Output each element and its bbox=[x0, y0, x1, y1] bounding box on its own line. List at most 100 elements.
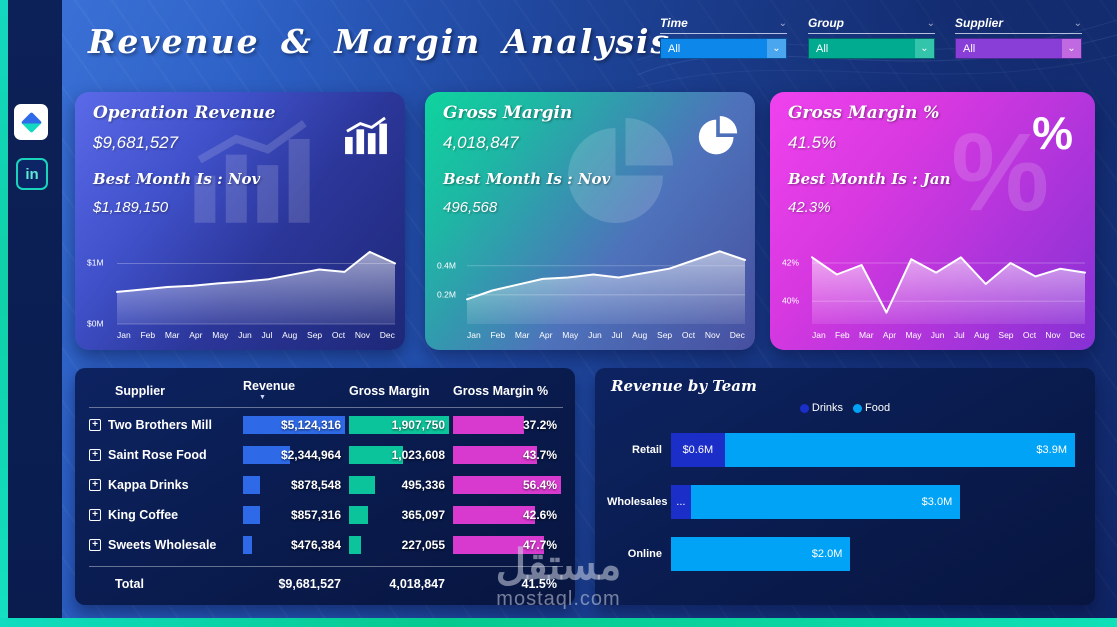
y-axis: 42% 40% bbox=[782, 244, 812, 324]
category-label: Online bbox=[627, 548, 662, 560]
legend-item-food[interactable]: Food bbox=[853, 402, 890, 414]
eraser-tool-button[interactable] bbox=[14, 104, 48, 140]
kpi-card-gross-margin-pct[interactable]: % Gross Margin % 41.5% Best Month Is : J… bbox=[770, 92, 1095, 350]
expand-plus-icon[interactable]: + bbox=[89, 479, 101, 492]
expand-plus-icon[interactable]: + bbox=[89, 419, 101, 432]
bar-track: $2.0M bbox=[671, 537, 1075, 571]
card-value: 41.5% bbox=[788, 133, 837, 152]
revenue-cell: $2,344,964 bbox=[243, 446, 345, 465]
table-row[interactable]: + Two Brothers Mill $5,124,316 1,907,750 37.… bbox=[75, 410, 575, 440]
month-tick: Aug bbox=[632, 330, 648, 340]
filter-time: Time ⌄ All ⌄ bbox=[660, 16, 787, 59]
eraser-icon bbox=[20, 111, 42, 133]
filter-time-label: Time bbox=[660, 16, 688, 30]
month-axis: Jan Feb Mar Apr May Jun Jul Aug Sep Oct Nov Dec bbox=[812, 330, 1085, 340]
filter-group-dropdown[interactable]: All ⌄ bbox=[808, 38, 935, 59]
linkedin-icon: in bbox=[25, 165, 39, 183]
filter-time-dropdown[interactable]: All ⌄ bbox=[660, 38, 787, 59]
revenue-data-bar bbox=[243, 506, 261, 525]
filter-supplier: Supplier ⌄ All ⌄ bbox=[955, 16, 1082, 59]
month-tick: Mar bbox=[164, 330, 180, 340]
revenue-cell: $878,548 bbox=[243, 476, 345, 495]
table-row[interactable]: + Sweets Wholesale $476,384 227,055 47.7% bbox=[75, 530, 575, 560]
card-value: 4,018,847 bbox=[443, 133, 519, 152]
month-tick: May bbox=[562, 330, 579, 340]
month-tick: Oct bbox=[1022, 330, 1037, 340]
linkedin-button[interactable]: in bbox=[16, 158, 48, 190]
month-tick: Apr bbox=[882, 330, 897, 340]
pie-chart-icon bbox=[697, 116, 739, 163]
chevron-down-icon: ⌄ bbox=[915, 39, 934, 58]
column-header-revenue-label: Revenue bbox=[243, 379, 296, 393]
supplier-cell: + Two Brothers Mill bbox=[89, 418, 239, 432]
bottom-accent-strip bbox=[0, 618, 1117, 627]
month-tick: Jan bbox=[117, 330, 131, 340]
best-month-label: Best Month Is : Nov bbox=[93, 170, 261, 188]
kpi-card-gross-margin[interactable]: Gross Margin 4,018,847 Best Month Is : N… bbox=[425, 92, 755, 350]
table-row[interactable]: + King Coffee $857,316 365,097 42.6% bbox=[75, 500, 575, 530]
bar-segment-drinks[interactable]: $0.6M bbox=[671, 433, 725, 467]
best-month-value: 496,568 bbox=[443, 199, 498, 216]
divider bbox=[955, 33, 1082, 34]
month-tick: May bbox=[905, 330, 922, 340]
month-tick: May bbox=[212, 330, 229, 340]
total-revenue: $9,681,527 bbox=[278, 577, 341, 592]
divider bbox=[89, 566, 563, 568]
y-axis-label: 42% bbox=[782, 257, 800, 268]
month-tick: Aug bbox=[973, 330, 990, 340]
best-month-value: $1,189,150 bbox=[93, 199, 169, 216]
month-tick: Jun bbox=[238, 330, 252, 340]
revenue-data-bar bbox=[243, 536, 253, 555]
pct-data-bar bbox=[453, 416, 525, 435]
table-body: + Two Brothers Mill $5,124,316 1,907,750 37.… bbox=[75, 410, 575, 560]
margin-pct-line-sparkline[interactable] bbox=[812, 244, 1085, 324]
month-tick: Sep bbox=[998, 330, 1014, 340]
filter-supplier-dropdown[interactable]: All ⌄ bbox=[955, 38, 1082, 59]
column-header-supplier[interactable]: Supplier bbox=[115, 383, 166, 398]
margin-trend-chart: 0.4M 0.2M Jan Feb Mar Apr May Jun Jul Aug Sep Oct N… bbox=[437, 244, 745, 340]
sidebar-accent-bar bbox=[0, 0, 8, 627]
table-row[interactable]: + Saint Rose Food $2,344,964 1,023,608 43.7% bbox=[75, 440, 575, 470]
bar-segment-food[interactable]: $3.9M bbox=[724, 433, 1075, 467]
legend-item-drinks[interactable]: Drinks bbox=[799, 402, 843, 414]
month-tick: Jun bbox=[588, 330, 602, 340]
filter-time-value: All bbox=[668, 42, 681, 55]
revenue-area-sparkline[interactable] bbox=[117, 244, 395, 325]
margin-cell: 1,907,750 bbox=[349, 416, 449, 435]
chart-title: Revenue by Team bbox=[611, 377, 757, 395]
revenue-cell: $5,124,316 bbox=[243, 416, 345, 435]
margin-area-sparkline[interactable] bbox=[467, 244, 745, 324]
month-tick: Sep bbox=[307, 330, 323, 340]
bar-segment-food[interactable]: $3.0M bbox=[690, 485, 961, 519]
table-row[interactable]: + Kappa Drinks $878,548 495,336 56.4% bbox=[75, 470, 575, 500]
margin-cell: 1,023,608 bbox=[349, 446, 449, 465]
percent-icon: % bbox=[1032, 107, 1073, 159]
expand-plus-icon[interactable]: + bbox=[89, 509, 101, 522]
column-header-gross-margin[interactable]: Gross Margin bbox=[349, 383, 430, 398]
margin-data-bar bbox=[349, 536, 361, 555]
bar-segment-food[interactable]: $2.0M bbox=[671, 537, 851, 571]
expand-plus-icon[interactable]: + bbox=[89, 449, 101, 462]
bar-segment-drinks[interactable]: ... bbox=[671, 485, 691, 519]
month-tick: Jan bbox=[812, 330, 826, 340]
team-bar-row: Online $2.0M bbox=[607, 530, 1075, 578]
month-axis: Jan Feb Mar Apr May Jun Jul Aug Sep Oct Nov Dec bbox=[467, 330, 745, 340]
month-tick: Jun bbox=[930, 330, 945, 340]
supplier-cell: + King Coffee bbox=[89, 508, 239, 522]
total-label: Total bbox=[115, 577, 144, 592]
chevron-down-icon: ⌄ bbox=[1073, 17, 1082, 29]
expand-plus-icon[interactable]: + bbox=[89, 539, 101, 552]
category-label: Retail bbox=[632, 444, 662, 456]
column-header-revenue[interactable]: Revenue ▼ bbox=[243, 379, 345, 401]
month-tick: Dec bbox=[1069, 330, 1085, 340]
card-title: Operation Revenue bbox=[93, 103, 276, 123]
y-axis-label: 0.4M bbox=[437, 260, 456, 271]
kpi-card-operation-revenue[interactable]: Operation Revenue $9,681,527 Best Month … bbox=[75, 92, 405, 350]
filter-supplier-value: All bbox=[963, 42, 976, 55]
filter-group-value: All bbox=[816, 42, 829, 55]
column-header-gross-margin-pct[interactable]: Gross Margin % bbox=[453, 383, 549, 398]
supplier-cell: + Sweets Wholesale bbox=[89, 538, 239, 552]
supplier-table: Supplier Revenue ▼ Gross Margin Gross Ma… bbox=[75, 368, 575, 605]
margin-cell: 227,055 bbox=[349, 536, 449, 555]
margin-data-bar bbox=[349, 416, 449, 435]
